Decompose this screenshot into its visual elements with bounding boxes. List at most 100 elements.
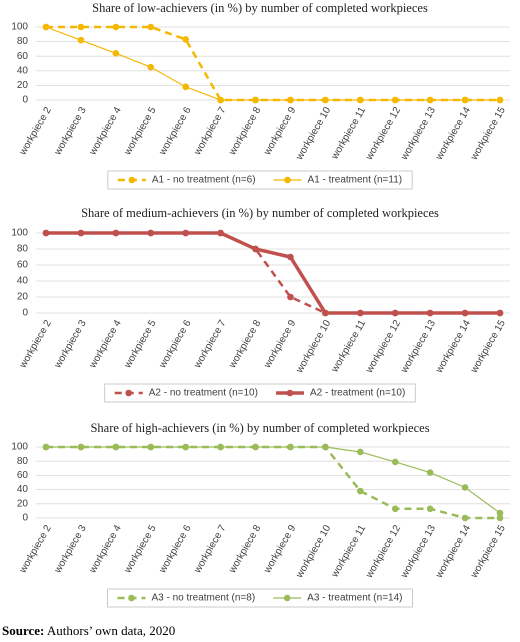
x-tick-label: workpiece 7: [192, 318, 229, 371]
y-tick-label: 80: [17, 456, 29, 467]
y-tick-label: 0: [22, 308, 28, 319]
legend-marker: [128, 176, 136, 184]
x-tick-label: workpiece 9: [262, 105, 299, 158]
point: [182, 83, 189, 91]
y-tick-label: 60: [17, 260, 29, 271]
legend-label: A1 - treatment (n=11): [308, 175, 403, 186]
point: [426, 505, 434, 513]
x-tick-label: workpiece 10: [294, 523, 334, 581]
legend-box: [104, 383, 416, 403]
point: [77, 229, 85, 237]
legend-label: A3 - no treatment (n=8): [152, 593, 256, 604]
series-line: [46, 231, 500, 315]
legend-label: A2 - treatment (n=10): [310, 388, 405, 399]
y-tick-label: 0: [22, 513, 28, 524]
point: [287, 443, 294, 451]
point: [426, 96, 434, 104]
point: [496, 509, 504, 517]
point: [391, 96, 399, 104]
legend-marker: [284, 176, 291, 184]
point: [147, 63, 155, 71]
point: [252, 443, 259, 451]
point: [322, 309, 329, 317]
point: [112, 49, 120, 57]
y-tick-label: 40: [17, 276, 29, 287]
point: [147, 229, 155, 237]
x-tick-label: workpiece 7: [192, 105, 229, 158]
x-tick-label: workpiece 13: [399, 318, 439, 376]
chart-title: Share of low-achievers (in %) by number …: [92, 1, 428, 15]
y-tick-label: 100: [11, 442, 28, 453]
chart-title: Share of medium-achievers (in %) by numb…: [81, 206, 439, 220]
x-tick-label: workpiece 5: [122, 523, 159, 576]
x-tick-label: workpiece 10: [294, 318, 334, 376]
point: [496, 96, 504, 104]
point: [426, 469, 434, 476]
point: [357, 309, 364, 317]
x-tick-label: workpiece 9: [262, 523, 299, 576]
legend-label: A1 - no treatment (n=6): [152, 175, 256, 186]
y-tick-label: 60: [17, 470, 29, 481]
x-tick-label: workpiece 12: [364, 105, 404, 163]
x-tick-label: workpiece 14: [433, 318, 473, 376]
x-tick-label: workpiece 9: [262, 318, 299, 371]
point: [112, 23, 120, 31]
y-tick-label: 100: [11, 228, 28, 239]
legend-marker: [128, 594, 135, 602]
point: [391, 505, 399, 513]
x-tick-label: workpiece 10: [294, 105, 334, 163]
x-tick-label: workpiece 11: [329, 105, 368, 162]
point: [42, 443, 50, 451]
point: [182, 36, 189, 43]
series-line: [46, 231, 500, 315]
point: [287, 293, 294, 301]
x-tick-label: workpiece 11: [329, 318, 368, 375]
series-line: [46, 446, 501, 514]
source-note: Source: Authors’ own data, 2020: [2, 623, 175, 638]
point: [322, 96, 329, 104]
point: [496, 514, 504, 522]
point: [77, 36, 85, 44]
x-tick-label: workpiece 4: [87, 105, 124, 158]
source-label: Source:: [2, 623, 44, 638]
legend-box: [107, 588, 413, 608]
x-tick-label: workpiece 3: [52, 318, 89, 371]
x-tick-label: workpiece 8: [227, 523, 264, 576]
y-tick-label: 40: [17, 65, 29, 76]
point: [287, 96, 294, 104]
y-tick-label: 80: [17, 36, 29, 47]
point: [217, 229, 224, 237]
point: [147, 23, 155, 31]
x-tick-label: workpiece 5: [122, 105, 159, 158]
y-tick-label: 0: [22, 95, 28, 106]
point: [112, 229, 120, 237]
x-tick-label: workpiece 12: [364, 523, 404, 581]
x-tick-label: workpiece 3: [52, 523, 89, 576]
point: [461, 309, 469, 317]
point: [357, 96, 364, 104]
x-tick-label: workpiece 15: [468, 318, 508, 376]
chart-title: Share of high-achievers (in %) by number…: [90, 421, 429, 435]
y-tick-label: 60: [17, 51, 29, 62]
x-tick-label: workpiece 15: [468, 105, 508, 163]
point: [287, 253, 294, 261]
legend: A2 - no treatment (n=10) A2 - treatment (…: [104, 383, 416, 403]
point: [217, 443, 224, 451]
y-tick-label: 20: [17, 498, 29, 509]
x-tick-label: workpiece 2: [17, 105, 54, 158]
x-tick-label: workpiece 14: [433, 105, 473, 163]
point: [112, 443, 120, 451]
x-tick-label: workpiece 6: [157, 523, 194, 576]
legend-label: A2 - no treatment (n=10): [149, 388, 258, 399]
point: [357, 448, 364, 456]
x-tick-label: workpiece 14: [433, 523, 473, 581]
x-tick-label: workpiece 13: [399, 105, 439, 163]
x-tick-label: workpiece 7: [192, 523, 229, 576]
point: [77, 443, 85, 451]
y-tick-label: 20: [17, 292, 29, 303]
series-line: [46, 25, 500, 102]
legend-marker: [283, 594, 291, 602]
legend-marker: [125, 389, 133, 397]
x-tick-label: workpiece 11: [329, 523, 368, 580]
point: [322, 443, 329, 451]
